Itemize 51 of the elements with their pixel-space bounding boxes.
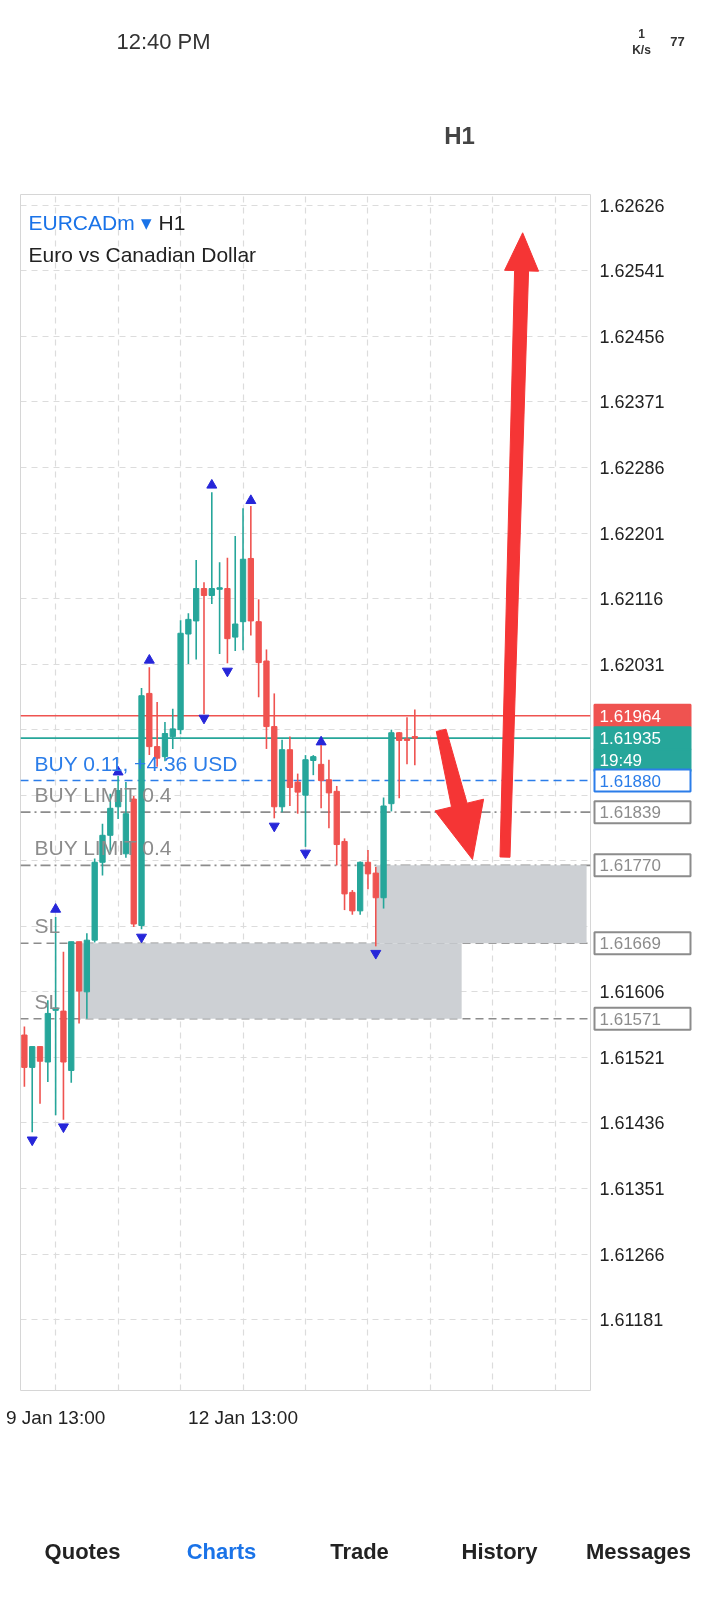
- text: Euro vs Canadian Dollar: [28, 243, 257, 266]
- point: [143, 653, 155, 664]
- text: 1.61571: [599, 1009, 661, 1029]
- point: [26, 1136, 38, 1147]
- candlestick: [36, 1045, 44, 1105]
- y-tick-label: 1.62456: [599, 326, 665, 347]
- text: 1.61964: [599, 706, 661, 726]
- text: 1.61880: [599, 771, 661, 791]
- text: Quotes: [44, 1539, 121, 1564]
- text: 1.61669: [599, 934, 661, 954]
- text: Charts: [186, 1539, 257, 1564]
- text: 77: [670, 34, 685, 49]
- y-tick-label: 1.62031: [599, 654, 665, 675]
- point: [57, 1123, 69, 1134]
- text: 1.61770: [599, 856, 661, 876]
- y-tick-label: 1.61181: [599, 1310, 664, 1331]
- candlestick: [232, 535, 239, 652]
- text: 1.61935: [599, 729, 661, 749]
- y-tick-label: 1.61436: [599, 1113, 665, 1134]
- y-tick-label: 1.61521: [599, 1047, 665, 1068]
- x-tick-label: 9 Jan 13:00: [5, 1406, 106, 1428]
- point: [198, 714, 210, 725]
- text: Trade: [330, 1539, 389, 1564]
- y-tick-label: 1.62626: [599, 195, 665, 216]
- x-tick-label: 12 Jan 13:00: [188, 1406, 298, 1428]
- point: [300, 849, 311, 860]
- y-tick-label: 1.62116: [599, 589, 664, 610]
- point: [268, 822, 280, 833]
- y-tick-label: 1.62371: [599, 392, 665, 413]
- text: K/s: [632, 42, 652, 57]
- point: [221, 667, 233, 678]
- candlestick: [29, 1045, 36, 1133]
- point: [370, 949, 382, 960]
- text: H1: [444, 122, 475, 149]
- text: Messages: [585, 1539, 692, 1564]
- y-tick-label: 1.61266: [599, 1244, 665, 1265]
- text: History: [461, 1539, 539, 1564]
- point: [315, 735, 327, 746]
- text: 1.61839: [599, 803, 661, 823]
- text: 1: [638, 27, 646, 41]
- y-tick-label: 1.61606: [599, 982, 665, 1003]
- point: [245, 494, 257, 505]
- y-tick-label: 1.62286: [599, 457, 665, 478]
- y-tick-label: 1.61351: [599, 1178, 665, 1199]
- text: 12:40 PM: [116, 29, 211, 54]
- y-tick-label: 1.62201: [599, 523, 665, 544]
- point: [206, 478, 218, 489]
- text: EURCADm ▾ H1: [28, 211, 186, 234]
- y-tick-label: 1.62541: [599, 261, 665, 282]
- point: [136, 933, 148, 944]
- text: 19:49: [599, 750, 643, 770]
